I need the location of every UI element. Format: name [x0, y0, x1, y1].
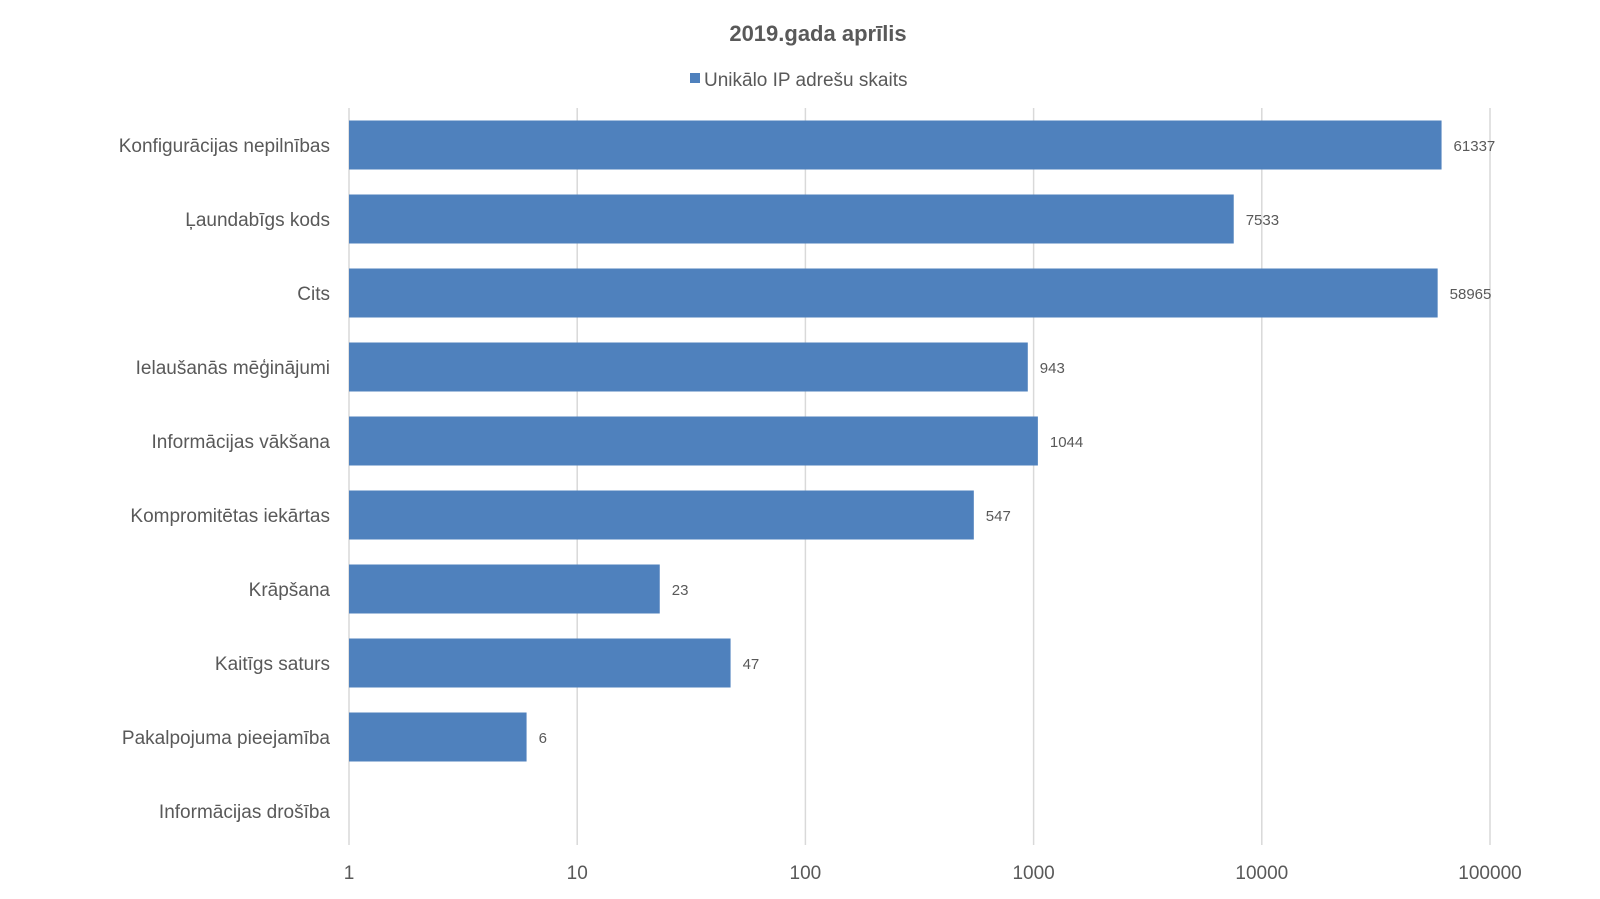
bar	[349, 416, 1038, 466]
category-label: Krāpšana	[249, 580, 331, 601]
x-axis-tick-labels: 1 10 100 1000 10000 100000	[344, 863, 1522, 884]
x-tick-label: 10000	[1235, 863, 1288, 884]
bar	[349, 564, 660, 614]
bars	[349, 120, 1442, 762]
bar	[349, 712, 527, 762]
bar	[349, 194, 1234, 244]
category-label: Kaitīgs saturs	[215, 654, 330, 675]
category-label: Pakalpojuma pieejamība	[122, 728, 331, 749]
data-label: 61337	[1454, 138, 1496, 155]
bar	[349, 342, 1028, 392]
category-label: Informācijas vākšana	[152, 432, 331, 453]
category-label: Ļaundabīgs kods	[185, 210, 330, 231]
legend-swatch	[690, 73, 700, 83]
data-label: 1044	[1050, 434, 1083, 451]
x-tick-label: 100000	[1458, 863, 1521, 884]
bar	[349, 120, 1442, 170]
data-label: 58965	[1450, 286, 1492, 303]
data-label: 547	[986, 508, 1011, 525]
x-tick-label: 1	[344, 863, 355, 884]
x-tick-label: 10	[567, 863, 588, 884]
legend: Unikālo IP adrešu skaits	[690, 70, 907, 91]
bar	[349, 638, 731, 688]
category-label: Informācijas drošība	[159, 802, 331, 823]
data-label: 47	[743, 656, 760, 673]
legend-label: Unikālo IP adrešu skaits	[704, 70, 907, 91]
data-label: 23	[672, 582, 689, 599]
category-label: Ielaušanās mēģinājumi	[136, 358, 330, 379]
bar	[349, 268, 1438, 318]
data-label: 7533	[1246, 212, 1279, 229]
bar	[349, 490, 974, 540]
category-label: Kompromitētas iekārtas	[130, 506, 330, 527]
x-tick-label: 100	[790, 863, 822, 884]
category-label: Konfigurācijas nepilnības	[119, 136, 330, 157]
category-labels: Konfigurācijas nepilnības Ļaundabīgs kods…	[119, 136, 331, 823]
data-label: 943	[1040, 360, 1065, 377]
data-labels: 61337 7533 58965 943 1044 547 23 47 6	[539, 138, 1496, 747]
data-label: 6	[539, 730, 547, 747]
category-label: Cits	[297, 284, 330, 305]
x-tick-label: 1000	[1012, 863, 1054, 884]
chart-title: 2019.gada aprīlis	[729, 21, 906, 46]
